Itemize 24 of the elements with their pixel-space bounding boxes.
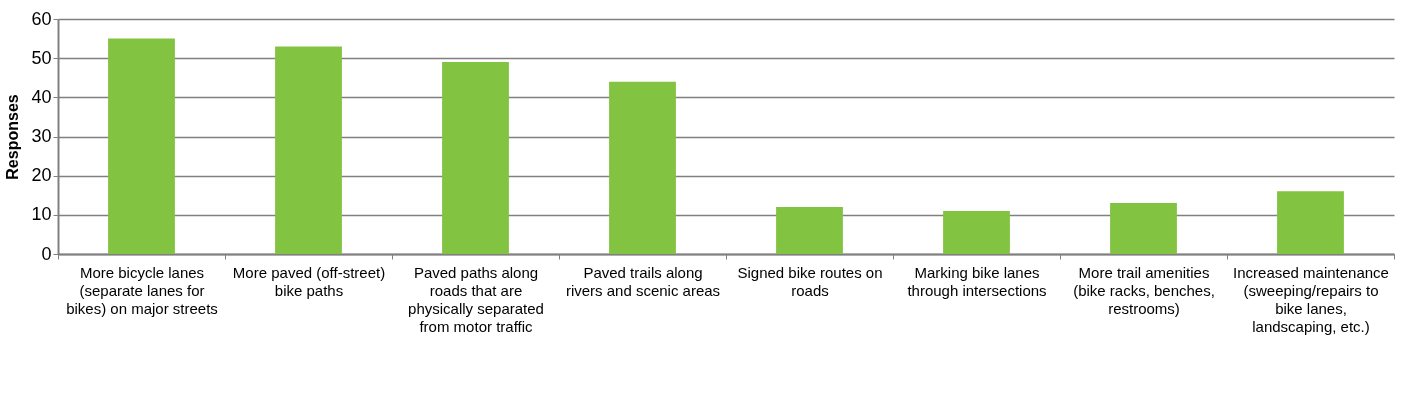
bar: [776, 207, 843, 254]
y-axis-title: Responses: [4, 94, 22, 180]
bar: [943, 210, 1010, 254]
y-tick-label: 30: [31, 126, 52, 146]
bar: [1110, 203, 1177, 254]
x-tick-label: Marking bike lanes through intersections: [907, 263, 1047, 299]
bar: [442, 62, 509, 254]
bar: [1277, 191, 1344, 254]
bar: [609, 81, 676, 254]
x-tick-label: More bicycle lanes (separate lanes for bikes) on major streets: [66, 263, 218, 317]
bar: [108, 38, 175, 254]
y-tick-label: 0: [41, 243, 52, 264]
x-tick-label: More paved (off-street) bike paths: [232, 263, 386, 299]
y-tick-label: 50: [31, 47, 52, 68]
x-tick-label: Paved trails along rivers and scenic areas: [565, 263, 721, 299]
x-tick-label: Signed bike routes on roads: [737, 263, 883, 299]
x-tick-label: Paved paths along roads that are physically separated from motor traffic: [408, 263, 544, 335]
y-tick-label: 40: [31, 86, 52, 107]
x-tick-label: Increased maintenance (sweeping/repairs to bike lanes, landscaping, etc.): [1233, 263, 1389, 335]
y-tick-label: 60: [31, 8, 52, 29]
y-tick-label: 10: [31, 204, 52, 225]
x-tick-label: More trail amenities (bike racks, benches, restrooms): [1073, 263, 1215, 317]
y-tick-label: 20: [31, 165, 52, 186]
bar: [275, 46, 342, 254]
